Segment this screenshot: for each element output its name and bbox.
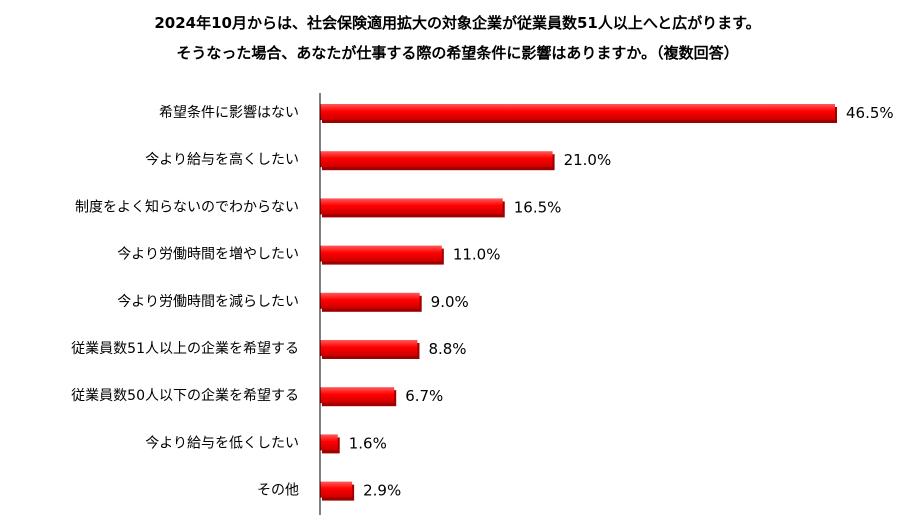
category-label: 今より給与を高くしたい	[145, 151, 299, 168]
category-label: 希望条件に影響はない	[159, 104, 299, 121]
value-label: 16.5%	[514, 198, 562, 216]
chart-title: 2024年10月からは、社会保険適用拡大の対象企業が従業員数51人以上へと広がり…	[154, 14, 761, 32]
category-label: 従業員数51人以上の企業を希望する	[71, 340, 299, 357]
category-label: 従業員数50人以下の企業を希望する	[71, 387, 299, 404]
category-label: 今より労働時間を減らしたい	[117, 293, 299, 310]
chart-title-block: 2024年10月からは、社会保険適用拡大の対象企業が従業員数51人以上へと広がり…	[0, 8, 915, 68]
value-label: 1.6%	[349, 434, 387, 452]
category-label: 今より給与を低くしたい	[145, 435, 299, 451]
category-label: その他	[257, 483, 299, 499]
bar	[320, 340, 418, 356]
bar	[320, 434, 338, 451]
value-label: 21.0%	[564, 151, 612, 169]
bar	[320, 292, 420, 309]
value-label: 2.9%	[363, 482, 401, 500]
bar	[320, 198, 503, 215]
value-label: 9.0%	[431, 293, 469, 311]
bar	[320, 481, 353, 498]
chart-subtitle: そうなった場合、あなたが仕事する際の希望条件に影響はありますか。（複数回答）	[176, 44, 739, 62]
value-label: 11.0%	[453, 246, 501, 264]
value-label: 46.5%	[846, 104, 894, 122]
value-label: 8.8%	[428, 340, 466, 358]
bar	[320, 151, 553, 168]
category-label: 制度をよく知らないのでわからない	[75, 198, 299, 215]
bar	[320, 245, 442, 262]
value-label: 6.7%	[405, 387, 443, 405]
bar	[320, 387, 395, 404]
category-label: 今より労働時間を増やしたい	[117, 247, 299, 263]
bar	[320, 104, 835, 120]
